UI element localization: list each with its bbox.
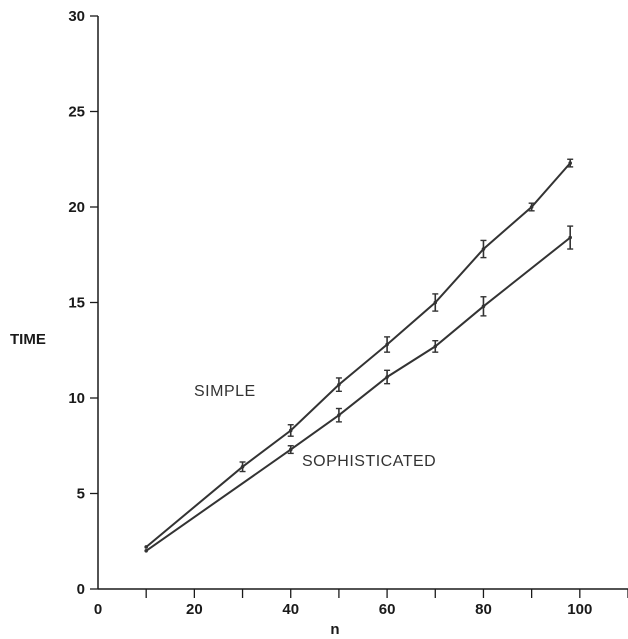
y-tick-label: 5	[77, 486, 85, 503]
x-tick-label: 100	[567, 601, 592, 618]
axes	[97, 16, 628, 590]
series-line	[145, 162, 571, 548]
axis-ticks: 0 20 40 60 80 100 0 5 10 15 20 25 30	[68, 8, 628, 618]
data-point	[481, 304, 486, 309]
series-simple	[144, 158, 574, 549]
data-point	[481, 247, 486, 251]
data-point	[337, 413, 341, 417]
data-point	[529, 205, 534, 209]
data-point	[288, 447, 293, 452]
y-tick-label: 15	[68, 295, 85, 312]
data-point	[433, 344, 438, 349]
x-tick-label: 20	[186, 601, 203, 618]
data-point	[385, 342, 389, 347]
y-axis-title: TIME	[10, 331, 46, 348]
x-tick-label: 60	[379, 601, 396, 618]
series-label-sophisticated: SOPHISTICATED	[302, 453, 436, 470]
data-point	[288, 428, 293, 433]
y-tick-label: 10	[68, 390, 85, 407]
x-tick-label: 40	[282, 601, 299, 618]
x-tick-label: 0	[94, 601, 102, 618]
y-tick-label: 25	[68, 104, 85, 121]
x-axis-title: n	[330, 621, 339, 638]
data-point	[385, 375, 389, 379]
data-point	[433, 300, 438, 305]
data-point	[144, 549, 148, 553]
series-group	[144, 158, 574, 553]
x-tick-label: 80	[475, 601, 492, 618]
y-tick-label: 20	[68, 199, 85, 216]
series-sophisticated	[144, 225, 574, 553]
y-tick-label: 30	[68, 8, 85, 25]
data-point	[568, 161, 572, 165]
data-point	[240, 464, 245, 469]
data-point	[144, 545, 148, 549]
data-point	[568, 235, 572, 240]
y-tick-label: 0	[77, 581, 85, 598]
data-point	[337, 382, 341, 387]
series-label-simple: SIMPLE	[194, 383, 256, 400]
